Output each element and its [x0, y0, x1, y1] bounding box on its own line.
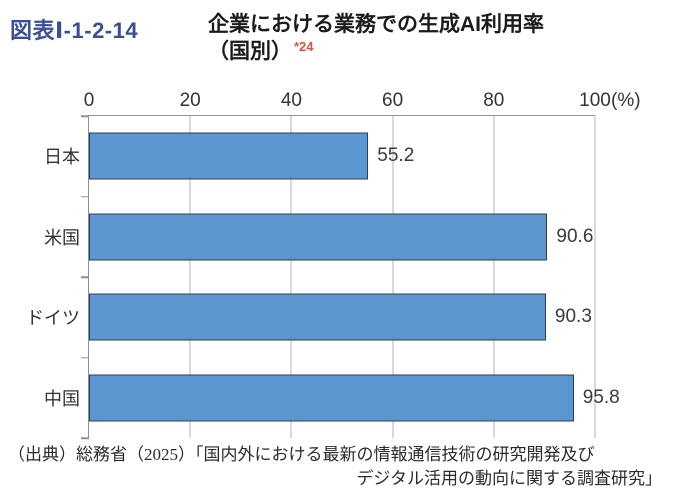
- category-axis-tick: [81, 115, 89, 117]
- value-label: 90.6: [556, 225, 594, 247]
- category-axis-tick: [81, 195, 89, 198]
- category-axis-tick: [81, 437, 89, 439]
- gridline: [290, 116, 292, 438]
- category-axis-tick: [81, 356, 89, 359]
- bar: [89, 293, 546, 341]
- bar-row: 米国 90.6: [44, 197, 595, 278]
- category-axis-tick: [81, 276, 89, 278]
- plot-area: 日本 55.2 米国 90.6 ドイツ 90.3 中国 95.8: [26, 115, 620, 439]
- bar: [89, 132, 369, 180]
- gridline: [594, 116, 596, 438]
- value-label: 95.8: [582, 386, 620, 408]
- category-label: 中国: [44, 388, 80, 409]
- figure-number-label: 図表Ⅰ-1-2-14: [10, 18, 139, 43]
- bar: [89, 213, 548, 261]
- bar-row: 日本 55.2: [44, 116, 595, 197]
- value-label: 55.2: [377, 145, 415, 167]
- x-tick-label: 20: [179, 90, 201, 111]
- chart-title: 企業における業務での生成AI利用率 （国別） *24: [208, 11, 658, 67]
- value-label: 90.3: [554, 306, 592, 328]
- footnote-marker: *24: [294, 39, 314, 54]
- chart-title-line1: 企業における業務での生成AI利用率: [208, 13, 544, 36]
- category-label: ドイツ: [26, 308, 80, 329]
- gridline: [493, 116, 495, 438]
- x-tick-label: 80: [483, 90, 505, 111]
- source-citation: （出典）総務省（2025）「国内外における最新の情報通信技術の研究開発及び デジ…: [8, 443, 662, 491]
- x-tick-label: 100: [579, 90, 611, 111]
- x-tick-label: 0: [83, 90, 95, 111]
- bar-row: ドイツ 90.3: [26, 277, 595, 358]
- gridline: [189, 116, 191, 438]
- source-line-2: デジタル活用の動向に関する調査研究」: [356, 469, 662, 488]
- source-line-1: （出典）総務省（2025）「国内外における最新の情報通信技術の研究開発及び: [8, 445, 595, 464]
- x-axis-unit: (%): [611, 90, 641, 111]
- gridline: [392, 116, 394, 438]
- bar-row: 中国 95.8: [44, 358, 620, 439]
- category-label: 日本: [44, 147, 80, 168]
- x-tick-label: 40: [280, 90, 302, 111]
- x-axis-labels: (%) 0 20 40 60 80 100: [84, 88, 641, 112]
- category-label: 米国: [44, 227, 80, 248]
- x-tick-label: 60: [382, 90, 404, 111]
- bar: [89, 374, 574, 422]
- chart-title-line2: （国別）: [208, 40, 292, 63]
